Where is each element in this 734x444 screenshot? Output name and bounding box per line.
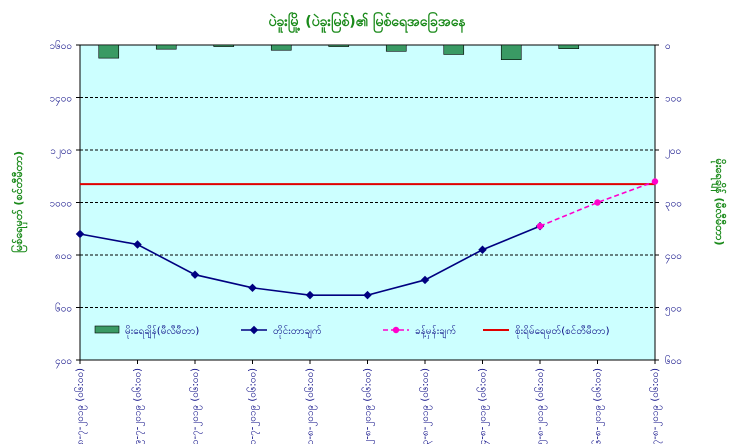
right-tick-label: ၂၀၀ bbox=[665, 146, 681, 159]
chart-title: ပဲခူးမြို့ (ပဲခူးမြစ်)၏ မြစ်ရေအခြေအနေ bbox=[268, 12, 466, 33]
rainfall-bar bbox=[155, 44, 177, 50]
legend-label: စိုးရိမ်ရေမှတ်(စင်တီမီတာ) bbox=[515, 324, 610, 339]
observed-point bbox=[190, 270, 200, 279]
legend-marker-observed bbox=[249, 325, 259, 335]
x-tick-label: ၃၁-၇-၂၀၁၉ (၀၆:၀၀) bbox=[246, 368, 261, 444]
observed-point bbox=[420, 275, 430, 285]
observed-point bbox=[478, 245, 487, 254]
x-tick-label: ၄-၈-၂၀၁၉ (၀၆:၀၀) bbox=[476, 368, 491, 444]
legend-label: ခန့်မှန်းချက် bbox=[415, 324, 456, 339]
legend-label: မိုးရေချိန်(မီလီမီတာ) bbox=[125, 324, 199, 339]
rainfall-bar bbox=[328, 44, 350, 47]
observed-point bbox=[75, 229, 85, 239]
left-tick-label: ၁၆၀၀ bbox=[50, 39, 73, 52]
right-tick-label: ၅၀၀ bbox=[665, 304, 682, 317]
series-lines bbox=[75, 178, 659, 300]
x-tick-label: ၃-၈-၂၀၁၉ (၀၆:၀၀) bbox=[418, 368, 433, 444]
forecast-point bbox=[651, 178, 659, 185]
x-tick-label: ၃၀-၇-၂၀၁၉ (၀၆:၀၀) bbox=[188, 368, 203, 444]
rainfall-bar bbox=[385, 44, 407, 52]
left-tick-label: ၁၀၀၀ bbox=[50, 199, 73, 210]
x-tick-label: ၂၉-၇-၂၀၁၉ (၀၆:၀၀) bbox=[131, 368, 146, 444]
observed-point bbox=[363, 290, 372, 300]
left-tick-label: ၄၀၀ bbox=[55, 356, 72, 369]
observed-point bbox=[305, 290, 315, 300]
rainfall-bar bbox=[98, 44, 120, 59]
x-tick-label: ၂-၈-၂၀၁၉ (၀၆:၀၀) bbox=[361, 368, 376, 444]
x-tick-label: ၇-၈-၂၀၁၉ (၀၆:၀၀) bbox=[648, 368, 663, 444]
left-tick-label: ၆၀၀ bbox=[55, 302, 72, 315]
left-tick-label: ၈၀၀ bbox=[55, 251, 72, 262]
left-axis-label: မြစ်ရေမှတ် (စင်တီမီတာ) bbox=[10, 151, 28, 253]
observed-point bbox=[248, 283, 257, 293]
x-axis-ticks: ၂၈-၇-၂၀၁၉ (၀၆:၀၀) ၂၉-၇-၂၀၁၉ (၀၆:၀၀) ၃၀-၇-၂… bbox=[73, 360, 663, 444]
right-tick-label: ၄၀၀ bbox=[665, 251, 682, 264]
forecast-level-line bbox=[539, 180, 656, 227]
legend-swatch-rainfall bbox=[94, 325, 120, 334]
rainfall-bar bbox=[213, 44, 235, 47]
rainfall-bar bbox=[443, 44, 465, 55]
x-tick-label: ၂၈-၇-၂၀၁၉ (၀၆:၀၀) bbox=[73, 368, 88, 444]
right-tick-label: ၆၀၀ bbox=[665, 354, 682, 367]
left-tick-label: ၁၂၀၀ bbox=[50, 146, 72, 159]
x-tick-label: ၁-၈-၂၀၁၉ (၀၆:၀၀) bbox=[303, 368, 318, 444]
x-tick-label: ၆-၈-၂၀၁၉ (၀၆:၀၀) bbox=[591, 368, 606, 444]
rainfall-bar bbox=[500, 44, 522, 60]
forecast-point bbox=[594, 199, 601, 206]
legend-marker-forecast bbox=[392, 326, 400, 334]
observed-point bbox=[133, 240, 142, 249]
rainfall-bar bbox=[558, 44, 580, 49]
left-axis-ticks: ၄၀၀ ၆၀၀ ၈၀၀ ၁၀၀၀ ၁၂၀၀ ၁၄၀၀ ၁၆၀၀ bbox=[50, 39, 80, 369]
right-axis-label: မိုးရေချိန် (မီလီမီတာ) bbox=[710, 159, 727, 246]
forecast-point bbox=[536, 222, 544, 230]
right-tick-label: ၁၀၀ bbox=[665, 94, 682, 105]
legend-label: တိုင်းတာချက် bbox=[273, 324, 322, 339]
rainfall-bars bbox=[98, 44, 580, 60]
right-tick-label: ၀ bbox=[665, 41, 671, 52]
gridlines bbox=[80, 97, 655, 308]
chart-legend: မိုးရေချိန်(မီလီမီတာ) တိုင်းတာချက် ခန့်မှန… bbox=[94, 324, 610, 339]
x-tick-label: ၅-၈-၂၀၁၉ (၀၆:၀၀) bbox=[533, 368, 548, 444]
left-tick-label: ၁၄၀၀ bbox=[50, 94, 73, 107]
rainfall-bar bbox=[270, 44, 292, 51]
right-tick-label: ၃၀၀ bbox=[665, 199, 682, 212]
